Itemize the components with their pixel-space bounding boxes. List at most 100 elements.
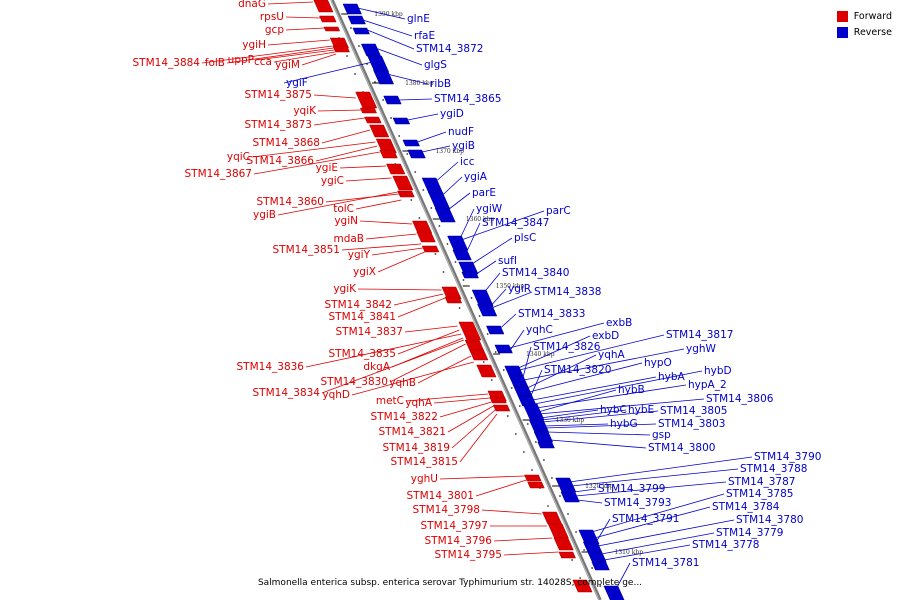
- leader-line-forward: [355, 199, 402, 210]
- forward-gene-block: [444, 296, 463, 304]
- leader-line-reverse: [519, 334, 665, 371]
- tick-label: 1340 kbp: [526, 351, 555, 358]
- leader-line-reverse: [577, 499, 603, 504]
- marker-dot: [442, 271, 445, 273]
- leader-line-reverse: [461, 210, 545, 241]
- forward-gene-block: [572, 579, 593, 593]
- reverse-gene-label: ygiR: [508, 283, 531, 295]
- reverse-gene-label: yghW: [686, 343, 717, 355]
- reverse-gene-label: STM14_3791: [612, 513, 679, 525]
- reverse-gene-label: hybG: [610, 418, 638, 430]
- reverse-gene-label: STM14_3865: [434, 93, 501, 105]
- leader-line-reverse: [541, 409, 627, 421]
- reverse-gene-block: [373, 69, 395, 85]
- reverse-gene-block: [560, 491, 580, 503]
- leader-line-reverse: [357, 7, 406, 20]
- tick-label: 1370 kbp: [435, 148, 464, 155]
- forward-gene-block: [332, 45, 350, 53]
- tick-label: 1360 kbp: [466, 216, 495, 223]
- reverse-gene-label: STM14_3799: [598, 483, 665, 495]
- leader-line-reverse: [510, 329, 525, 351]
- marker-dot: [418, 217, 421, 219]
- forward-gene-block: [379, 149, 398, 159]
- forward-gene-block: [476, 364, 497, 378]
- reverse-gene-label: STM14_3847: [482, 217, 549, 229]
- leader-line-forward: [277, 191, 398, 216]
- marker-dot: [571, 559, 574, 561]
- marker-dot: [542, 459, 545, 461]
- marker-dot: [531, 469, 533, 471]
- leader-line-reverse: [594, 506, 711, 539]
- reverse-gene-label: STM14_3803: [658, 418, 725, 430]
- reverse-gene-label: ribB: [430, 78, 451, 90]
- reverse-gene-block: [421, 177, 444, 195]
- tick-label: 1380 kbp: [405, 80, 434, 87]
- forward-gene-label: ygiY: [348, 249, 371, 261]
- leader-line-forward: [493, 537, 553, 542]
- reverse-gene-block: [477, 303, 498, 317]
- marker-dot: [454, 261, 457, 263]
- reverse-gene-label: glnE: [407, 13, 430, 25]
- reverse-gene-label: yqhA: [598, 349, 626, 361]
- marker-dot: [575, 531, 577, 533]
- tick-label: 1390 kbp: [374, 11, 403, 18]
- forward-gene-label: STM14_3796: [425, 535, 493, 547]
- forward-gene-label: STM14_3875: [245, 89, 312, 101]
- forward-gene-label: tolC: [333, 203, 354, 215]
- forward-gene-block: [416, 231, 436, 243]
- leader-line-reverse: [407, 113, 439, 121]
- marker-dot: [462, 279, 465, 281]
- reverse-gene-block: [383, 95, 402, 105]
- reverse-gene-label: hybC: [600, 404, 627, 416]
- leader-line-reverse: [459, 208, 475, 239]
- leader-line-reverse: [575, 481, 727, 497]
- leader-line-reverse: [573, 488, 597, 493]
- marker-dot: [422, 189, 425, 191]
- reverse-gene-label: STM14_3784: [712, 501, 780, 513]
- leader-line-forward: [226, 47, 334, 64]
- forward-gene-block: [558, 551, 576, 559]
- forward-gene-label: dnaG: [238, 0, 266, 10]
- reverse-gene-label: STM14_3779: [716, 527, 783, 539]
- leader-line-forward: [405, 393, 489, 402]
- forward-gene-label: STM14_3841: [329, 311, 396, 323]
- reverse-gene-label: icc: [460, 156, 475, 168]
- reverse-gene-block: [513, 385, 533, 397]
- forward-gene-label: STM14_3797: [421, 520, 488, 532]
- forward-gene-block: [541, 511, 563, 525]
- leader-line-reverse: [540, 409, 599, 419]
- forward-gene-label: ygiX: [353, 266, 376, 278]
- forward-gene-label: metC: [376, 395, 404, 407]
- reverse-gene-label: STM14_3826: [533, 341, 601, 353]
- legend: Forward Reverse: [836, 8, 892, 40]
- forward-gene-block: [386, 163, 406, 175]
- reverse-gene-label: hybE: [628, 404, 654, 416]
- marker-dot: [534, 441, 537, 443]
- reverse-gene-label: STM14_3793: [604, 497, 671, 509]
- marker-dot: [490, 379, 493, 381]
- forward-gene-block: [421, 245, 440, 253]
- marker-dot: [434, 253, 437, 255]
- marker-dot: [551, 477, 553, 479]
- reverse-gene-block: [347, 15, 366, 25]
- forward-gene-label: STM14_3835: [329, 348, 396, 360]
- leader-line-reverse: [522, 346, 532, 379]
- reverse-gene-block: [461, 271, 479, 279]
- marker-dot: [478, 315, 481, 317]
- reverse-gene-block: [533, 431, 554, 443]
- marker-dot: [486, 333, 489, 335]
- forward-gene-label: ygiN: [334, 215, 358, 227]
- forward-gene-block: [369, 124, 390, 138]
- tick-label: 1320 kbp: [585, 483, 614, 490]
- legend-label-forward: Forward: [853, 10, 892, 22]
- forward-gene-block: [313, 0, 334, 13]
- forward-gene-label: ygiB: [253, 209, 276, 221]
- reverse-gene-label: ygiF: [286, 77, 308, 89]
- reverse-gene-block: [591, 561, 610, 571]
- marker-dot: [406, 153, 409, 155]
- leader-line-reverse: [466, 222, 481, 253]
- reverse-gene-block: [471, 289, 494, 307]
- reverse-gene-label: hybD: [704, 365, 732, 377]
